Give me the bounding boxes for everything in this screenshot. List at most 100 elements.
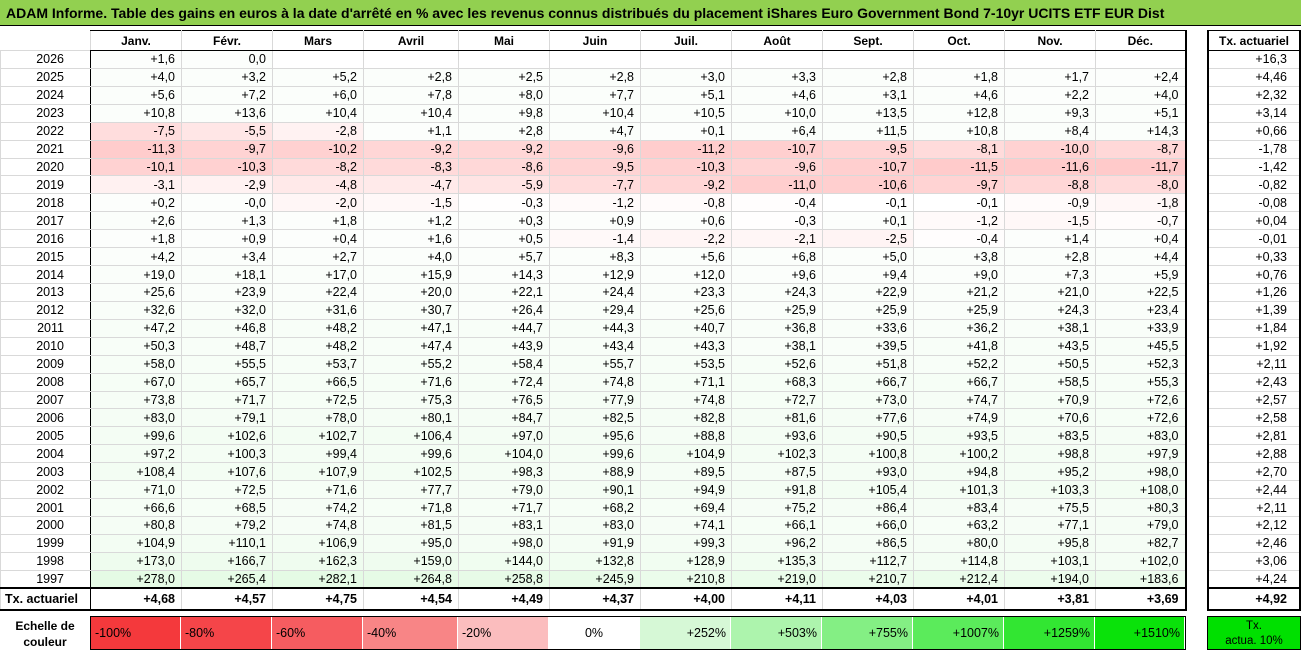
table-row: 2011 +47,2 +46,8 +48,2 +47,1 +44,7 +44,3 +40,7 +… xyxy=(0,318,1187,338)
gain-cell: +13,6 xyxy=(181,103,273,123)
actuarial-rate-cell: -1,42 xyxy=(1207,158,1301,177)
gain-cell: +3,0 xyxy=(640,67,732,87)
gain-cell: +2,4 xyxy=(1095,67,1187,87)
year-cell: 1997 xyxy=(0,569,91,589)
gain-cell: +1,4 xyxy=(1004,229,1096,249)
gain-cell: +108,0 xyxy=(1095,480,1187,500)
gain-cell xyxy=(549,50,641,69)
gain-cell: +55,7 xyxy=(549,354,641,374)
gain-cell: +14,3 xyxy=(1095,121,1187,141)
gain-cell: +91,8 xyxy=(731,480,823,500)
table-row: 2009 +58,0 +55,5 +53,7 +55,2 +58,4 +55,7 +53,5 +… xyxy=(0,354,1187,374)
gain-cell: +84,7 xyxy=(458,408,550,428)
gain-cell: +83,0 xyxy=(549,515,641,535)
table-row: 2008 +67,0 +65,7 +66,5 +71,6 +72,4 +74,8 +71,1 +… xyxy=(0,372,1187,392)
table-row: 1999 +104,9 +110,1 +106,9 +95,0 +98,0 +91,9 +99… xyxy=(0,533,1187,553)
year-cell: 2005 xyxy=(0,426,91,446)
actuarial-rate-cell: +2,58 xyxy=(1207,408,1301,428)
actuarial-rate-cell: +1,39 xyxy=(1207,301,1301,320)
gain-cell: +72,4 xyxy=(458,372,550,392)
table-row: 2007 +73,8 +71,7 +72,5 +75,3 +76,5 +77,9 +74,8 +… xyxy=(0,390,1187,410)
gain-cell: +66,5 xyxy=(272,372,364,392)
year-cell: 2003 xyxy=(0,462,91,482)
gain-cell xyxy=(363,50,459,69)
gain-cell: +13,5 xyxy=(822,103,914,123)
gain-cell xyxy=(1095,50,1187,69)
gain-cell: +31,6 xyxy=(272,300,364,320)
gain-cell: +2,6 xyxy=(90,211,182,231)
gain-cell: +7,8 xyxy=(363,85,459,105)
year-cell: 2012 xyxy=(0,300,91,320)
gain-cell: +74,7 xyxy=(913,390,1005,410)
gain-cell: +107,9 xyxy=(272,462,364,482)
gain-cell: +219,0 xyxy=(731,569,823,589)
gain-cell: +90,1 xyxy=(549,480,641,500)
gain-cell: +83,5 xyxy=(1004,426,1096,446)
gain-cell xyxy=(1004,50,1096,69)
gain-cell: +65,7 xyxy=(181,372,273,392)
gain-cell: +68,2 xyxy=(549,498,641,517)
gain-cell: -9,5 xyxy=(822,139,914,159)
gain-cell: +112,7 xyxy=(822,551,914,571)
month-header: Juil. xyxy=(640,30,732,51)
table-row: 2001 +66,6 +68,5 +74,2 +71,8 +71,7 +68,2 +69,4 +… xyxy=(0,498,1187,517)
gain-cell: +43,4 xyxy=(549,336,641,356)
month-header: Juin xyxy=(549,30,641,51)
gain-cell xyxy=(913,50,1005,69)
gain-cell: +2,8 xyxy=(458,121,550,141)
gain-cell: +110,1 xyxy=(181,533,273,553)
gain-cell: -1,2 xyxy=(549,193,641,213)
side-row: +0,04 xyxy=(1207,211,1301,231)
gain-cell: +79,2 xyxy=(181,515,273,535)
gain-cell: +1,1 xyxy=(363,121,459,141)
gain-cell: -3,1 xyxy=(90,175,182,195)
gain-cell: +97,2 xyxy=(90,444,182,464)
side-row: +2,32 xyxy=(1207,86,1301,105)
gain-cell: +10,4 xyxy=(272,103,364,123)
gain-cell: +212,4 xyxy=(913,569,1005,589)
actuarial-rate-cell: +2,32 xyxy=(1207,86,1301,105)
gain-cell: -2,5 xyxy=(822,229,914,249)
side-row: +2,81 xyxy=(1207,426,1301,446)
actuarial-rate-cell: +3,06 xyxy=(1207,552,1301,571)
gain-cell: +45,5 xyxy=(1095,336,1187,356)
table-row: 1997 +278,0 +265,4 +282,1 +264,8 +258,8 +245,9… xyxy=(0,569,1187,589)
gain-cell: -8,3 xyxy=(363,157,459,177)
gain-cell: +94,9 xyxy=(640,480,732,500)
actuarial-rate-cell: -0,08 xyxy=(1207,193,1301,213)
gain-cell: +15,9 xyxy=(363,265,459,284)
gain-cell: -7,7 xyxy=(549,175,641,195)
gain-cell: +66,6 xyxy=(90,498,182,517)
page-title: ADAM Informe. Table des gains en euros à… xyxy=(0,0,1301,26)
gain-cell: -2,8 xyxy=(272,121,364,141)
year-cell: 2015 xyxy=(0,247,91,267)
actuarial-rate-cell: +2,88 xyxy=(1207,444,1301,464)
side-row: -0,01 xyxy=(1207,229,1301,249)
gain-cell: -2,9 xyxy=(181,175,273,195)
gain-cell: +77,1 xyxy=(1004,515,1096,535)
gain-cell: +23,4 xyxy=(1095,300,1187,320)
year-cell: 1998 xyxy=(0,551,91,571)
gain-cell: +0,4 xyxy=(272,229,364,249)
gain-cell: +22,9 xyxy=(822,282,914,302)
gain-cell: +12,0 xyxy=(640,265,732,284)
actuarial-rate-cell: +2,81 xyxy=(1207,426,1301,446)
side-row: +0,66 xyxy=(1207,122,1301,141)
side-row: +2,58 xyxy=(1207,408,1301,428)
gain-cell: +6,0 xyxy=(272,85,364,105)
gain-cell: -0,9 xyxy=(1004,193,1096,213)
year-cell: 2009 xyxy=(0,354,91,374)
side-row: +1,92 xyxy=(1207,337,1301,356)
gain-cell: +23,9 xyxy=(181,282,273,302)
table-row: 2026 +1,6 0,0 xyxy=(0,50,1187,69)
side-row: +0,33 xyxy=(1207,247,1301,267)
gain-cell: +80,3 xyxy=(1095,498,1187,517)
gain-cell xyxy=(822,50,914,69)
gain-cell: +83,1 xyxy=(458,515,550,535)
gain-cell: +2,7 xyxy=(272,247,364,267)
actuarial-rate-cell: +4,46 xyxy=(1207,68,1301,87)
side-row: +2,11 xyxy=(1207,355,1301,374)
header-corner xyxy=(1,31,91,51)
actuarial-rate-table: Tx. actuariel +16,3 +4,46 +2,32 +3,14 +0,66 -1… xyxy=(1207,30,1301,612)
gain-cell: +48,2 xyxy=(272,318,364,338)
